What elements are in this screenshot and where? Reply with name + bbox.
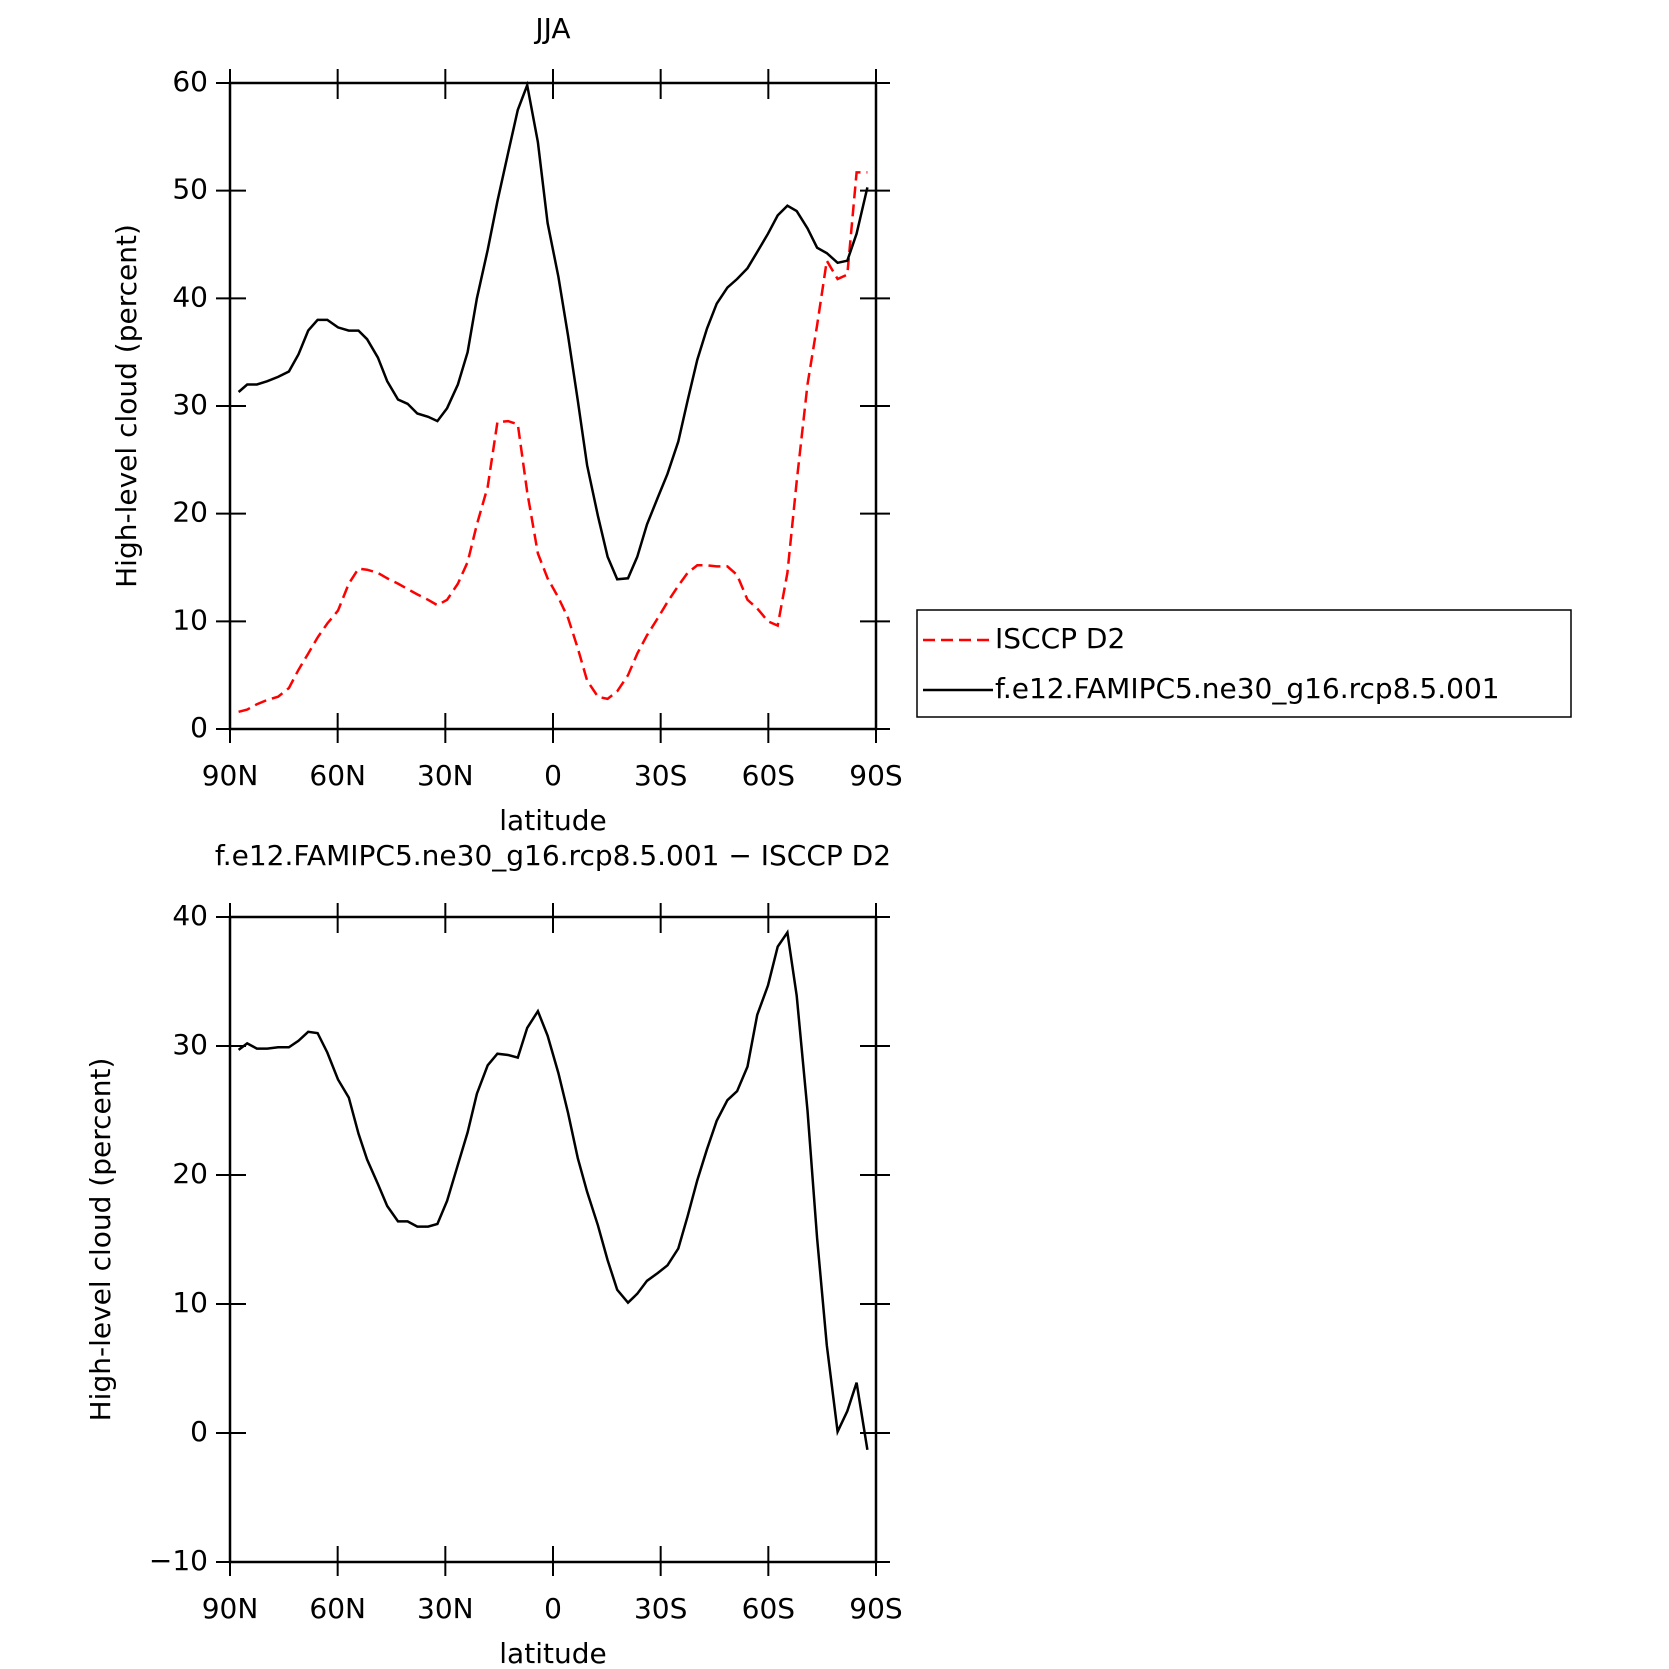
x-axis-label: latitude	[499, 804, 606, 837]
y-tick-label: 40	[172, 899, 208, 932]
x-tick-label: 60N	[309, 1592, 366, 1625]
x-tick-label: 90S	[849, 759, 902, 792]
y-tick-label: 10	[172, 603, 208, 636]
x-tick-label: 30N	[417, 759, 474, 792]
data-line	[238, 171, 868, 714]
y-tick-label: 0	[190, 711, 208, 744]
y-tick-label: 0	[190, 1415, 208, 1448]
x-tick-label: 60S	[742, 759, 795, 792]
data-line	[237, 80, 869, 581]
y-tick-label: 60	[172, 65, 208, 98]
y-tick-label: −10	[149, 1544, 208, 1577]
x-tick-label: 90N	[202, 1592, 259, 1625]
y-tick-label: 10	[172, 1286, 208, 1319]
chart-title: f.e12.FAMIPC5.ne30_g16.rcp8.5.001 − ISCC…	[215, 839, 891, 872]
legend-label: f.e12.FAMIPC5.ne30_g16.rcp8.5.001	[995, 672, 1500, 705]
plot-frame	[228, 915, 878, 1564]
y-tick-label: 50	[172, 173, 208, 206]
chart-title: JJA	[533, 12, 570, 45]
y-tick-label: 30	[172, 388, 208, 421]
data-line	[237, 929, 869, 1450]
x-tick-label: 90N	[202, 759, 259, 792]
y-tick-label: 40	[172, 280, 208, 313]
x-tick-label: 60S	[742, 1592, 795, 1625]
plot-frame	[228, 81, 878, 731]
x-tick-label: 60N	[309, 759, 366, 792]
y-tick-label: 30	[172, 1028, 208, 1061]
y-tick-label: 20	[172, 1157, 208, 1190]
x-tick-label: 30S	[634, 1592, 687, 1625]
x-tick-label: 0	[544, 759, 562, 792]
y-axis-label: High-level cloud (percent)	[110, 224, 143, 588]
x-tick-label: 30S	[634, 759, 687, 792]
x-axis-label: latitude	[499, 1637, 606, 1669]
legend-label: ISCCP D2	[995, 622, 1125, 655]
y-tick-label: 20	[172, 496, 208, 529]
y-axis-label: High-level cloud (percent)	[84, 1058, 117, 1422]
legend-box	[916, 609, 1572, 718]
x-tick-label: 30N	[417, 1592, 474, 1625]
x-tick-label: 90S	[849, 1592, 902, 1625]
x-tick-label: 0	[544, 1592, 562, 1625]
